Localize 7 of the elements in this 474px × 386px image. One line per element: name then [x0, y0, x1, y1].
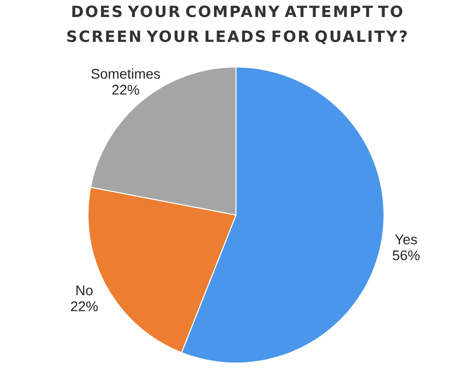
slice-label: No: [76, 286, 93, 296]
chart-title: DOES YOUR COMPANY ATTEMPT TO SCREEN YOUR LEADS FOR QUALITY?: [67, 6, 407, 44]
data-label: 22%: [71, 301, 98, 312]
slice-label: Yes: [395, 234, 417, 244]
data-label: 22%: [112, 84, 140, 95]
data-label: 56%: [392, 250, 420, 260]
slice-label: Sometimes: [91, 68, 160, 79]
